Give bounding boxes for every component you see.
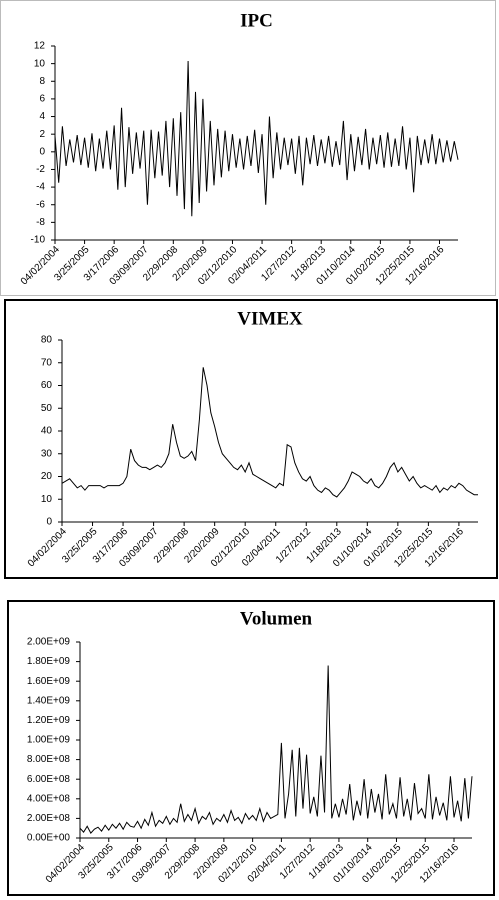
y-tick-label: 1.00E+09 — [27, 735, 71, 746]
panel-volumen — [7, 600, 495, 896]
y-tick-label: 8 — [39, 76, 45, 87]
y-tick-label: -8 — [36, 217, 45, 228]
chart-title: Volumen — [240, 608, 313, 629]
y-tick-label: -4 — [36, 182, 45, 193]
series-line — [54, 60, 459, 217]
y-tick-label: 6.00E+08 — [27, 774, 71, 785]
y-tick-label: 30 — [41, 448, 53, 459]
y-tick-label: 0 — [46, 517, 52, 528]
x-tick-label: 04/02/2004 — [26, 526, 69, 569]
panel-vimex — [4, 299, 498, 579]
chart-title: IPC — [240, 10, 273, 31]
y-tick-label: 2.00E+09 — [27, 637, 71, 648]
y-tick-label: 10 — [41, 494, 53, 505]
y-tick-label: 10 — [34, 58, 46, 69]
y-tick-label: 1.40E+09 — [27, 695, 71, 706]
y-tick-label: -10 — [31, 235, 46, 246]
y-tick-label: 70 — [41, 357, 53, 368]
series-line — [61, 367, 478, 498]
y-tick-label: 8.00E+08 — [27, 754, 71, 765]
y-tick-label: 4.00E+08 — [27, 793, 71, 804]
y-tick-label: 2.00E+08 — [27, 813, 71, 824]
y-tick-label: 50 — [41, 403, 53, 414]
y-tick-label: -2 — [36, 164, 45, 175]
y-tick-label: 1.60E+09 — [27, 676, 71, 687]
y-tick-label: 40 — [41, 426, 53, 437]
y-tick-label: 12 — [34, 41, 46, 52]
chart-title: VIMEX — [237, 308, 303, 329]
y-tick-label: 60 — [41, 380, 53, 391]
y-tick-label: 2 — [39, 129, 45, 140]
x-tick-label: 04/02/2004 — [19, 244, 62, 287]
y-tick-label: 20 — [41, 471, 53, 482]
y-tick-label: 6 — [39, 94, 45, 105]
series-line — [79, 665, 473, 834]
y-tick-label: 1.80E+09 — [27, 656, 71, 667]
y-tick-label: 4 — [39, 111, 45, 122]
y-tick-label: -6 — [36, 199, 45, 210]
y-tick-label: 0.00E+00 — [27, 833, 71, 844]
y-tick-label: 0 — [39, 146, 45, 157]
y-tick-label: 80 — [41, 335, 53, 346]
y-tick-label: 1.20E+09 — [27, 715, 71, 726]
panel-ipc — [0, 0, 496, 296]
